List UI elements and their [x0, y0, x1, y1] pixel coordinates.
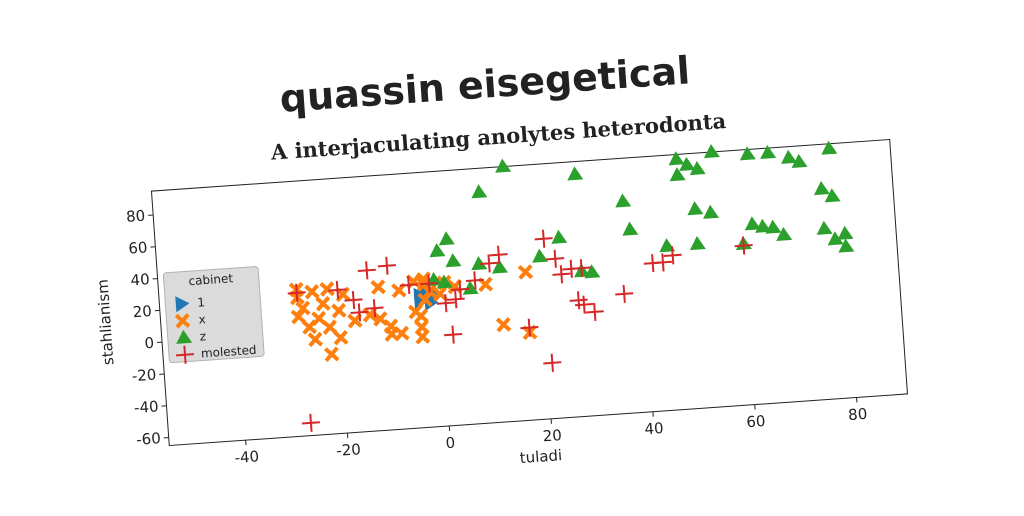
x-tick-label: -20: [336, 440, 362, 460]
point: [497, 318, 510, 331]
point: [489, 245, 508, 264]
y-tick-label: 20: [132, 302, 152, 321]
y-tick-label: 80: [125, 207, 145, 226]
point: [686, 201, 703, 216]
point: [438, 231, 455, 246]
point: [323, 321, 336, 334]
point: [621, 221, 638, 236]
point: [668, 151, 685, 166]
x-tick-label: 60: [746, 412, 766, 431]
y-tick-label: -60: [136, 429, 162, 449]
point: [444, 325, 463, 344]
y-tick-label: 60: [128, 238, 148, 257]
y-tick-label: -40: [133, 397, 159, 417]
y-tick-label: -20: [131, 366, 157, 386]
point: [332, 304, 345, 317]
point: [520, 318, 539, 337]
point: [321, 283, 334, 296]
point: [303, 321, 316, 334]
point: [566, 166, 583, 181]
point: [702, 204, 719, 219]
point: [385, 328, 398, 341]
x-axis-label: tuladi: [519, 446, 563, 467]
point: [543, 353, 562, 372]
point: [813, 180, 830, 195]
chart-body: quassin eisegetical A interjaculating an…: [80, 35, 910, 496]
point: [309, 333, 322, 346]
point: [780, 149, 797, 164]
point: [546, 249, 565, 268]
y-axis-label: stahlianism: [94, 279, 118, 366]
point: [301, 413, 320, 432]
point: [689, 235, 706, 250]
point: [614, 193, 631, 208]
point: [445, 253, 462, 268]
point: [325, 348, 338, 361]
legend-label: z: [199, 329, 206, 343]
point: [734, 236, 753, 255]
point: [334, 331, 347, 344]
x-tick-label: 0: [445, 434, 456, 453]
point: [470, 184, 487, 199]
point: [569, 291, 588, 310]
point: [377, 256, 396, 275]
point: [703, 143, 720, 158]
point: [317, 297, 330, 310]
plot-frame: [151, 140, 907, 446]
point: [357, 261, 376, 280]
x-tick-label: 40: [644, 419, 664, 438]
point: [416, 330, 429, 343]
legend-label: 1: [197, 295, 206, 309]
point: [816, 220, 833, 235]
legend-label: x: [198, 312, 206, 326]
point: [306, 285, 319, 298]
point: [519, 266, 532, 279]
point: [552, 265, 571, 284]
point: [615, 284, 634, 303]
point: [531, 248, 548, 263]
point: [534, 229, 553, 248]
point: [494, 158, 511, 173]
x-tick-label: 80: [848, 405, 868, 424]
x-tick-label: -40: [234, 447, 260, 467]
point: [344, 290, 363, 309]
x-tick-label: 20: [542, 426, 562, 445]
point: [739, 146, 756, 161]
point: [550, 229, 567, 244]
point: [820, 140, 837, 155]
point: [451, 280, 470, 299]
y-tick-label: 0: [144, 334, 155, 353]
y-tick-label: 40: [130, 270, 150, 289]
legend-label: molested: [200, 343, 257, 361]
point: [759, 144, 776, 159]
point: [372, 281, 385, 294]
chart-title: quassin eisegetical: [278, 48, 691, 121]
